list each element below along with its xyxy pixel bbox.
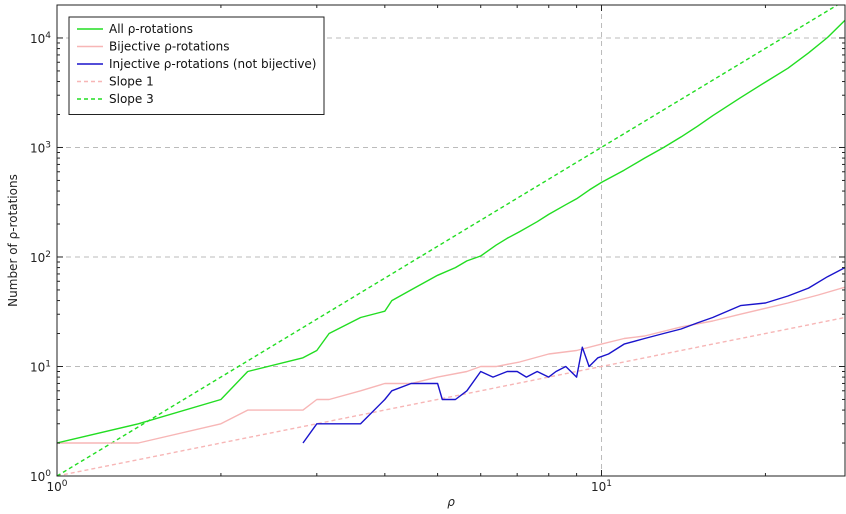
legend-label-1: Bijective ρ-rotations <box>109 40 229 54</box>
y-tick-label-4-base: 10 <box>30 32 45 46</box>
x-axis-label: ρ <box>447 495 455 509</box>
x-tick-label-0-exp: 0 <box>62 479 68 489</box>
y-tick-label-2: 102 <box>30 250 51 265</box>
legend-label-2: Injective ρ-rotations (not bijective) <box>109 57 317 71</box>
x-tick-label-1: 101 <box>591 479 612 494</box>
y-tick-label-3-exp: 3 <box>45 140 51 150</box>
y-tick-label-4-exp: 4 <box>45 31 51 41</box>
legend-box <box>68 16 325 115</box>
y-tick-label-2-exp: 2 <box>45 250 51 260</box>
series-line-3 <box>57 316 845 476</box>
series-line-1 <box>57 286 845 444</box>
grid <box>57 5 845 476</box>
x-tick-label-1-base: 10 <box>591 480 606 494</box>
y-tick-label-3-base: 10 <box>30 141 45 155</box>
y-tick-label-1-exp: 1 <box>45 359 51 369</box>
x-tick-label-0-base: 10 <box>46 480 61 494</box>
legend-label-3: Slope 1 <box>109 75 154 89</box>
legend-label-4: Slope 3 <box>109 92 154 106</box>
y-tick-label-4: 104 <box>30 31 51 46</box>
y-axis-label: Number of ρ-rotations <box>6 174 20 307</box>
y-tick-label-0-base: 10 <box>30 470 45 484</box>
series-line-2 <box>302 266 845 444</box>
legend-label-0: All ρ-rotations <box>109 22 193 36</box>
y-tick-label-1-base: 10 <box>30 360 45 374</box>
y-tick-label-2-base: 10 <box>30 251 45 265</box>
y-tick-label-3: 103 <box>30 140 51 155</box>
x-tick-label-1-exp: 1 <box>606 479 612 489</box>
series-group <box>57 5 845 476</box>
plot-frame <box>56 4 846 477</box>
legend: All ρ-rotations Bijective ρ-rotations Inje… <box>68 16 325 115</box>
x-tick-label-0: 100 <box>46 479 67 494</box>
series-line-0 <box>57 19 845 444</box>
y-tick-label-0-exp: 0 <box>45 469 51 479</box>
series-line-4 <box>57 5 838 476</box>
y-tick-label-0: 100 <box>30 469 51 484</box>
y-tick-label-1: 101 <box>30 359 51 374</box>
